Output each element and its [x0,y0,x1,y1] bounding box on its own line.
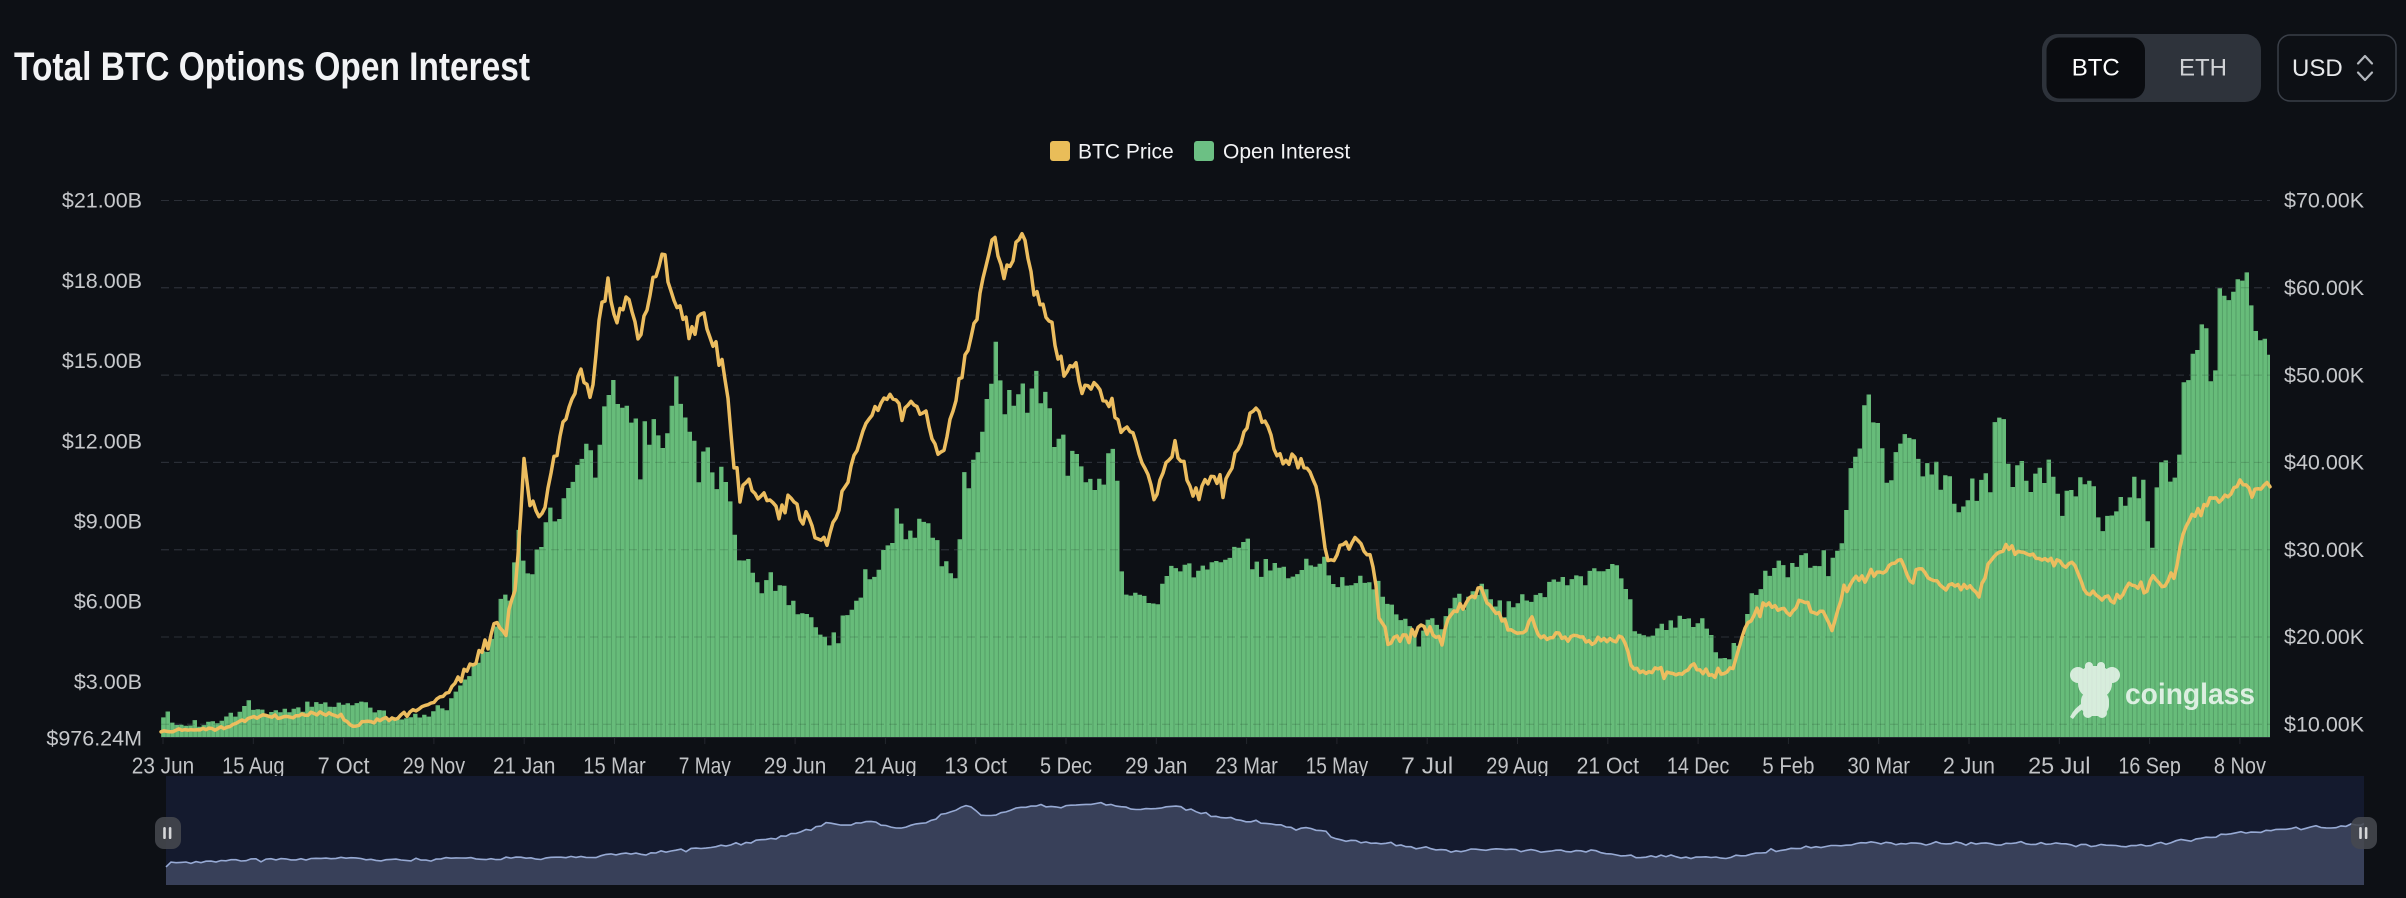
svg-text:$50.00K: $50.00K [2284,363,2365,387]
svg-text:13 Oct: 13 Oct [945,753,1008,779]
svg-text:$15.00B: $15.00B [62,349,142,373]
svg-text:ETH: ETH [2179,55,2227,82]
svg-text:$30.00K: $30.00K [2284,538,2365,562]
svg-text:21 Jan: 21 Jan [493,753,555,779]
svg-text:$9.00B: $9.00B [74,510,142,534]
svg-text:15 May: 15 May [1306,753,1369,779]
svg-text:$3.00B: $3.00B [74,670,142,694]
svg-text:16 Sep: 16 Sep [2118,753,2180,779]
svg-text:$6.00B: $6.00B [74,590,142,614]
svg-text:5 Dec: 5 Dec [1040,753,1092,779]
svg-text:$21.00B: $21.00B [62,189,142,213]
svg-text:2 Jun: 2 Jun [1943,753,1995,779]
svg-text:29 Jan: 29 Jan [1125,753,1187,779]
svg-text:29 Aug: 29 Aug [1486,753,1548,779]
svg-text:8 Nov: 8 Nov [2214,753,2266,779]
svg-text:29 Nov: 29 Nov [403,753,466,779]
svg-text:23 Jun: 23 Jun [132,753,194,779]
svg-text:$12.00B: $12.00B [62,429,142,453]
svg-text:14 Dec: 14 Dec [1667,753,1730,779]
svg-text:7 Oct: 7 Oct [318,753,370,779]
svg-text:15 Mar: 15 Mar [583,753,646,779]
svg-text:15 Aug: 15 Aug [222,753,284,779]
svg-text:$10.00K: $10.00K [2284,713,2365,737]
svg-text:Open Interest: Open Interest [1223,141,1350,164]
svg-text:21 Aug: 21 Aug [854,753,916,779]
svg-text:29 Jun: 29 Jun [764,753,826,779]
svg-text:7 May: 7 May [679,753,731,779]
svg-text:21 Oct: 21 Oct [1577,753,1640,779]
svg-text:$976.24M: $976.24M [46,727,142,751]
svg-text:5 Feb: 5 Feb [1762,753,1814,779]
svg-text:BTC: BTC [2072,55,2120,82]
svg-text:coinglass: coinglass [2125,678,2255,711]
svg-text:7 Jul: 7 Jul [1401,753,1453,779]
svg-text:$70.00K: $70.00K [2284,189,2365,213]
svg-text:30 Mar: 30 Mar [1848,753,1911,779]
svg-text:$60.00K: $60.00K [2284,276,2365,300]
svg-text:25 Jul: 25 Jul [2028,753,2090,779]
svg-text:$40.00K: $40.00K [2284,451,2365,475]
svg-text:BTC Price: BTC Price [1078,141,1174,164]
svg-text:$18.00B: $18.00B [62,269,142,293]
svg-text:USD: USD [2292,55,2343,82]
svg-text:$20.00K: $20.00K [2284,625,2365,649]
svg-text:23 Mar: 23 Mar [1215,753,1278,779]
svg-text:Total BTC Options Open Interes: Total BTC Options Open Interest [14,45,530,89]
